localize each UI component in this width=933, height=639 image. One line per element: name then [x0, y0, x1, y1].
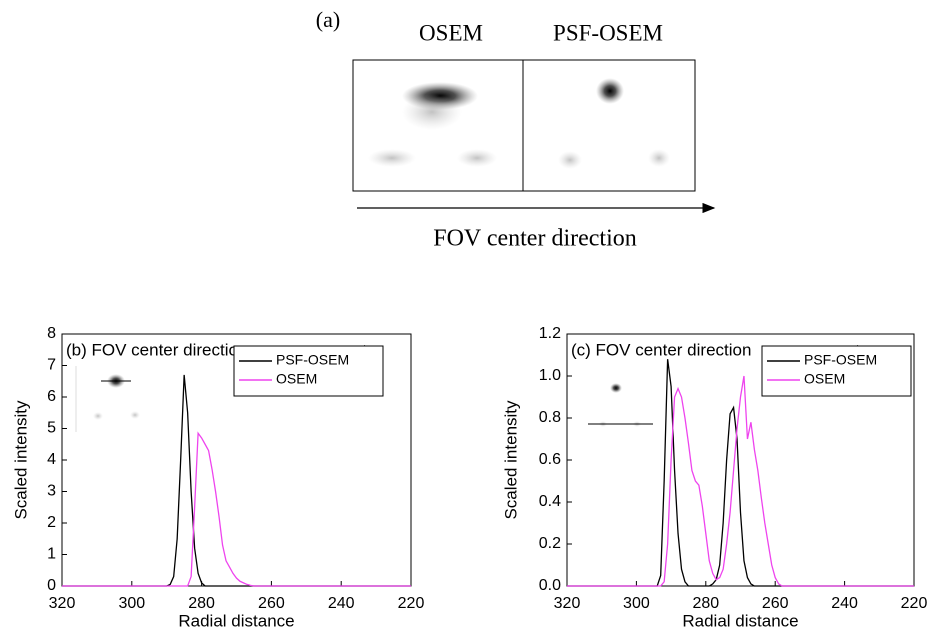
y-tick-label: 5	[47, 420, 56, 437]
x-tick-label: 300	[118, 595, 145, 612]
image-title: PSF-OSEM	[553, 20, 663, 45]
x-tick-label: 220	[901, 595, 928, 612]
y-tick-label: 6	[47, 388, 56, 405]
y-tick-label: 1	[47, 546, 56, 563]
y-tick-label: 1.0	[539, 367, 561, 384]
legend-label: OSEM	[804, 371, 845, 387]
y-tick-label: 0.8	[539, 409, 561, 426]
y-tick-label: 0.2	[539, 535, 561, 552]
y-tick-label: 7	[47, 357, 56, 374]
x-tick-label: 240	[328, 595, 355, 612]
y-tick-label: 2	[47, 514, 56, 531]
legend-box	[761, 345, 912, 397]
image-panel	[352, 59, 696, 192]
legend-label: PSF-OSEM	[276, 352, 349, 368]
x-tick-label: 280	[188, 595, 215, 612]
y-tick-label: 4	[47, 451, 56, 468]
x-tick-label: 320	[554, 595, 581, 612]
x-axis-label: Radial distance	[178, 611, 294, 630]
x-tick-label: 280	[692, 595, 719, 612]
y-tick-label: 8	[47, 325, 56, 342]
y-tick-label: 0	[47, 577, 56, 594]
x-axis-label: Radial distance	[682, 611, 798, 630]
data-line	[567, 375, 914, 587]
y-tick-label: 1.2	[539, 325, 561, 342]
legend-box	[233, 345, 384, 397]
y-tick-label: 0.0	[539, 577, 561, 594]
x-tick-label: 320	[49, 595, 76, 612]
image-title: OSEM	[419, 20, 483, 45]
inset-image	[75, 366, 653, 432]
data-line	[62, 374, 411, 587]
y-axis-label: Scaled intensity	[501, 400, 520, 520]
x-tick-label: 240	[831, 595, 858, 612]
x-tick-label: 260	[258, 595, 285, 612]
direction-label: FOV center direction	[433, 226, 637, 252]
x-tick-label: 300	[623, 595, 650, 612]
annotation: (c) FOV center direction	[571, 340, 751, 359]
x-tick-label: 220	[398, 595, 425, 612]
legend-label: OSEM	[276, 371, 317, 387]
annotation: (b) FOV center direction	[66, 340, 247, 359]
legend-label: PSF-OSEM	[804, 352, 877, 368]
data-line	[62, 431, 411, 587]
y-axis-label: Scaled intensity	[11, 400, 30, 520]
panel-label: (a)	[316, 7, 340, 32]
x-tick-label: 260	[762, 595, 789, 612]
y-tick-label: 3	[47, 483, 56, 500]
y-tick-label: 0.6	[539, 451, 561, 468]
y-tick-label: 0.4	[539, 493, 561, 510]
